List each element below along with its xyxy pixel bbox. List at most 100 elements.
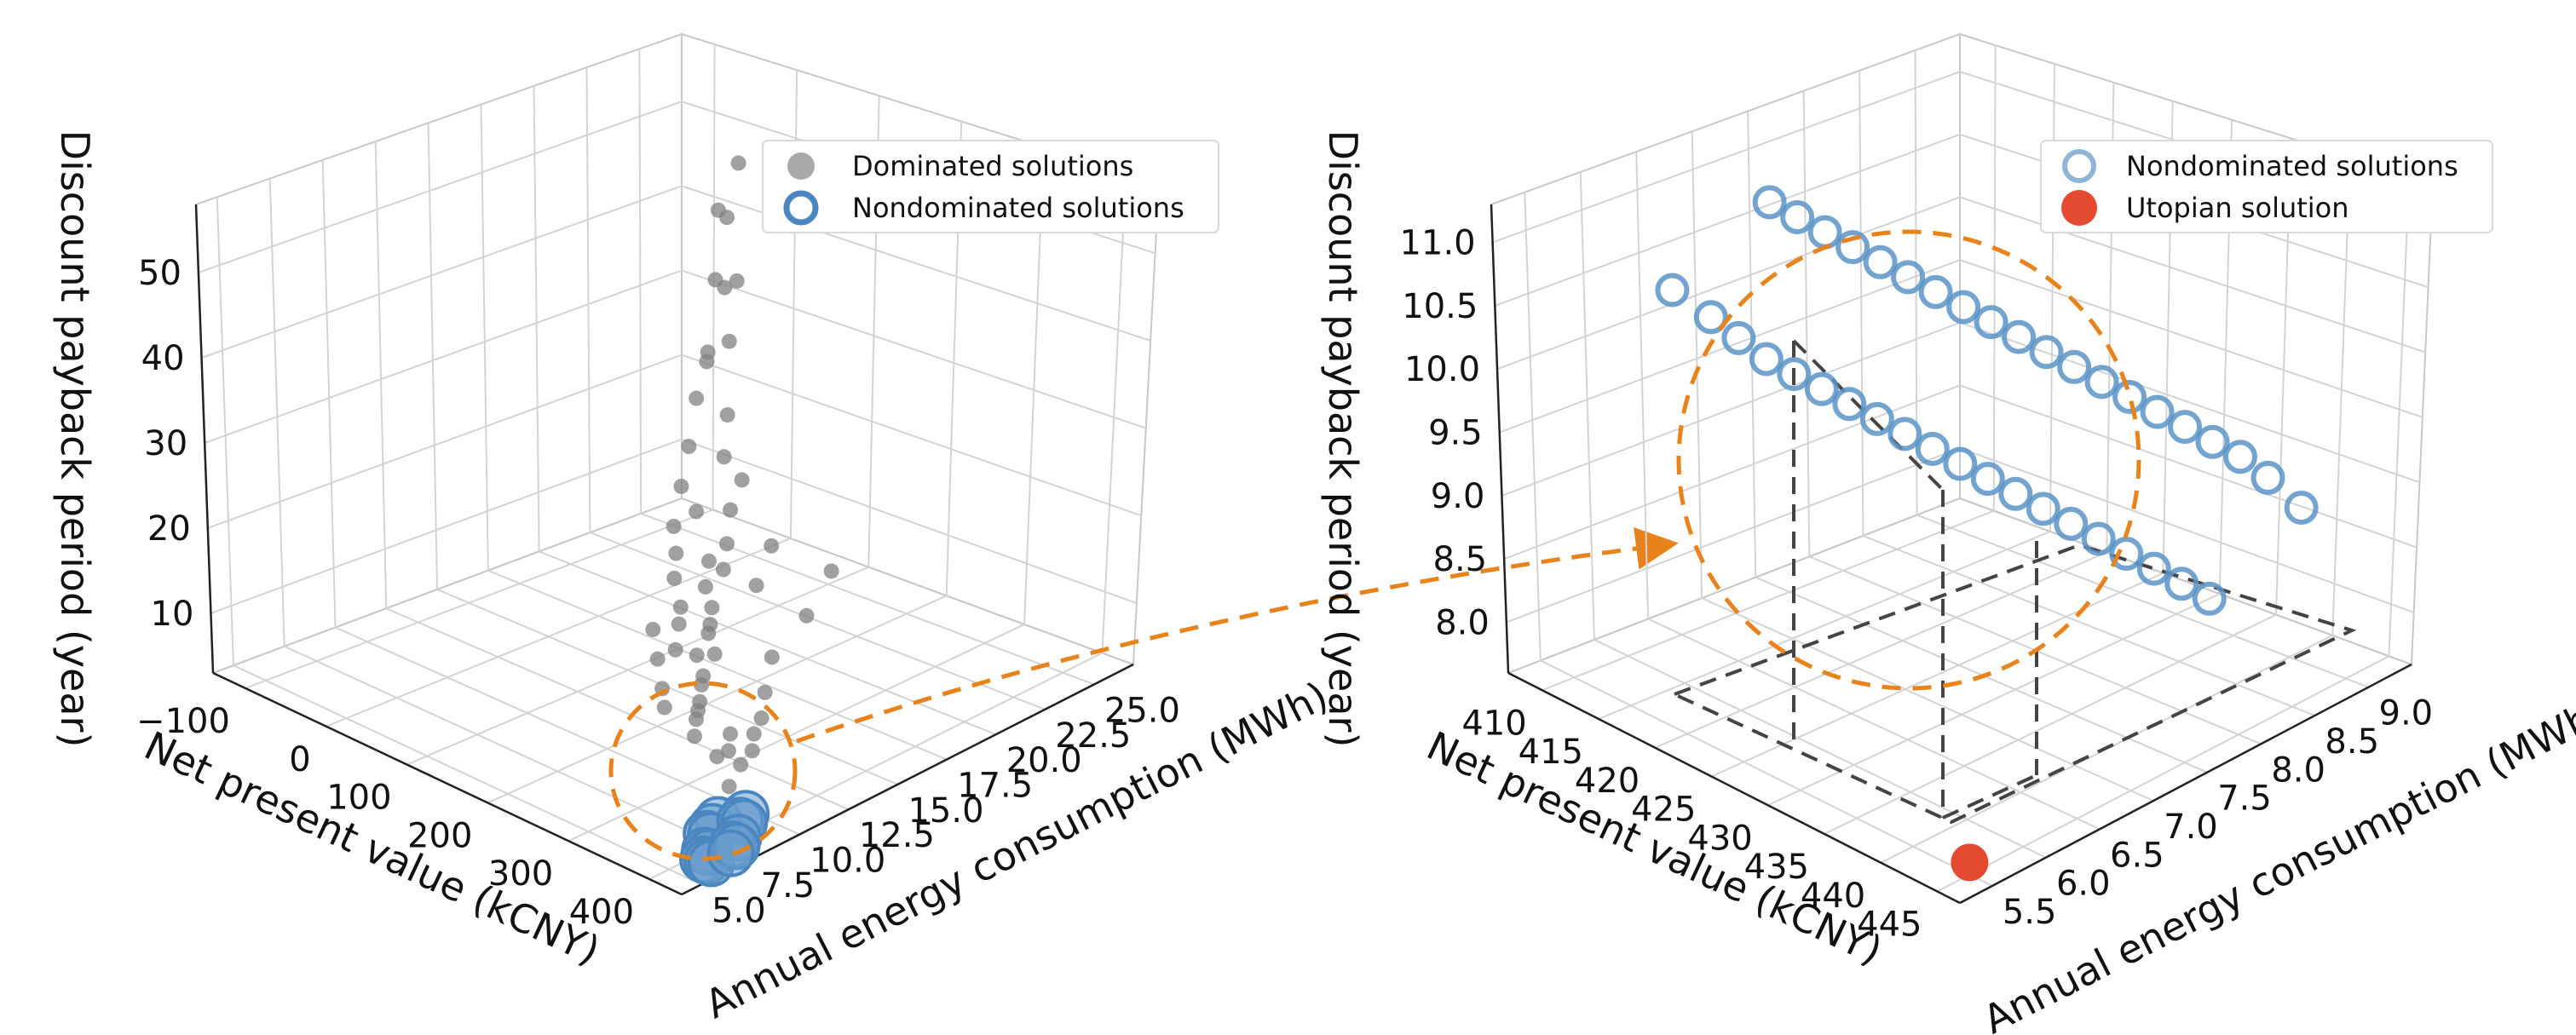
right-highlight-circle — [1676, 229, 2141, 691]
nondominated-point — [2223, 440, 2258, 474]
nondominated-point — [1891, 260, 1926, 295]
dominated-point — [715, 561, 731, 578]
left-xgrid-line — [568, 624, 1025, 842]
dominated-point — [744, 743, 760, 759]
dominated-point — [672, 599, 689, 615]
right-ygrid-wall-line — [1802, 90, 1811, 557]
left-z-tick-label: 30 — [144, 424, 187, 463]
dominated-point — [689, 503, 705, 520]
left-x-tick-label: 0 — [289, 740, 310, 779]
right-projection-guides — [1674, 339, 2357, 825]
right-z-tick-label: 11.0 — [1400, 224, 1476, 263]
nondominated-point — [1943, 446, 1978, 481]
dominated-point — [719, 210, 735, 226]
left-xgrid-line — [406, 566, 869, 766]
dominated-point — [764, 649, 780, 665]
left-y-tick-label: 10.0 — [810, 842, 885, 881]
nondominated-point — [1777, 357, 1812, 392]
left-y-tick-label: 25.0 — [1104, 691, 1180, 730]
nondominated-point — [1749, 342, 1784, 377]
dominated-point — [716, 449, 732, 465]
dominated-point — [709, 749, 725, 765]
left-y-tick-label: 12.5 — [859, 816, 935, 855]
nondominated-point — [1918, 274, 1953, 309]
dominated-point — [723, 502, 739, 518]
right-ygrid-wall-line — [1635, 152, 1650, 619]
right-y-tick-label: 7.5 — [2217, 779, 2272, 819]
right-ygrid-line — [1863, 534, 2315, 716]
dominated-point — [798, 607, 815, 624]
right-x-tick-label: 445 — [1857, 906, 1922, 945]
right-x-tick-label: 425 — [1631, 791, 1696, 830]
left-y-tick-label: 22.5 — [1055, 716, 1131, 756]
dominated-point — [649, 651, 666, 667]
left-x-tick-label: 200 — [407, 816, 472, 855]
dominated-point — [706, 646, 723, 662]
dominated-point — [753, 710, 769, 727]
right-xgrid-wall-line — [2331, 157, 2351, 635]
right-ygrid-wall-line — [1691, 131, 1703, 599]
right-ygrid-line — [1916, 514, 2369, 688]
dominated-point — [701, 553, 717, 569]
nondominated-point — [1998, 476, 2033, 511]
nondominated-point — [2140, 394, 2175, 429]
right-xgrid-line — [1654, 551, 2107, 749]
left-y-tick-label: 17.5 — [957, 767, 1033, 806]
nondominated-point — [1863, 244, 1898, 279]
right-xgrid-line — [1767, 593, 2221, 807]
left-y-tick-label: 7.5 — [761, 866, 815, 906]
right-xgrid-line — [1937, 655, 2389, 893]
left-y-tick-label: 5.0 — [712, 891, 766, 930]
dominated-point — [686, 728, 702, 745]
nondominated-point — [1780, 200, 1815, 235]
left-ygrid-wall-line — [638, 49, 643, 514]
dominated-point — [757, 684, 773, 700]
legend-nondominated-marker — [783, 190, 819, 226]
right-back-pane-left — [1490, 32, 1961, 675]
nondominated-point — [2084, 365, 2119, 400]
right-y-axis-line — [1959, 663, 2412, 905]
dominated-point — [720, 743, 736, 759]
left-ygrid-wall-line — [321, 159, 337, 628]
right-ygrid-wall-line — [1524, 192, 1542, 661]
dominated-point — [673, 478, 689, 494]
dominated-point — [689, 390, 705, 406]
right-x-tick-label: 410 — [1461, 704, 1526, 743]
left-ygrid-wall-line — [480, 104, 489, 571]
right-zgrid-line — [1494, 133, 2429, 307]
nondominated-point — [2054, 506, 2089, 541]
nondominated-point — [1804, 371, 1839, 406]
right-ygrid-line — [1540, 659, 1993, 887]
legend-dominated-marker — [787, 152, 815, 180]
nondominated-point — [1807, 215, 1842, 250]
right-ygrid-line — [1593, 639, 2047, 859]
nondominated-point — [1693, 300, 1728, 335]
nondominated-point — [2002, 319, 2037, 354]
right-xgrid-wall-line — [2388, 175, 2411, 657]
right-z-tick-label: 10.5 — [1402, 287, 1478, 326]
left-ygrid-wall-line — [585, 67, 591, 533]
left-x-tick-label: 400 — [569, 893, 634, 932]
left-z-tick-label: 40 — [141, 339, 185, 378]
right-xgrid-wall-line — [1992, 45, 1997, 511]
right-legend: Nondominated solutions Utopian solution — [2040, 140, 2493, 233]
right-y-tick-label: 6.5 — [2110, 836, 2164, 875]
zoom-arrow — [796, 526, 1679, 744]
dominated-point — [823, 563, 839, 579]
left-z-tick-label: 20 — [147, 509, 191, 549]
left-legend-box — [762, 140, 1219, 233]
left-back-pane-right — [681, 32, 1161, 666]
left-ygrid-line — [539, 550, 997, 736]
right-y-tick-label: 7.0 — [2164, 808, 2218, 847]
nondominated-point — [2136, 551, 2171, 586]
left-x-tick-label: 100 — [326, 779, 391, 818]
right-zlabel: Discount payback period (year) — [1320, 130, 1366, 748]
dominated-point — [721, 333, 737, 349]
dominated-point — [748, 578, 764, 594]
nondominated-point — [2250, 460, 2285, 495]
nondominated-point — [1970, 462, 2005, 497]
nondominated-point — [2168, 410, 2203, 445]
dominated-point — [721, 779, 737, 795]
right-xlabel: Net present value (kCNY) — [1420, 722, 1889, 974]
dominated-point — [645, 621, 661, 637]
